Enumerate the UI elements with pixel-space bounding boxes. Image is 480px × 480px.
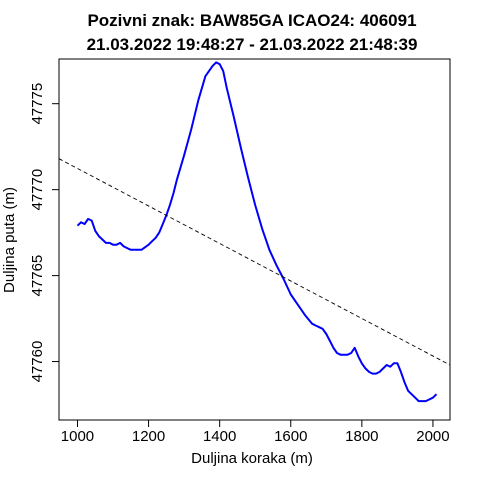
x-tick-label: 1200 — [132, 428, 165, 445]
chart-title: Pozivni znak: BAW85GA ICAO24: 406091 — [87, 11, 416, 30]
x-tick-label: 2000 — [416, 428, 449, 445]
y-tick-label: 47765 — [29, 255, 46, 297]
x-tick-label: 1400 — [203, 428, 236, 445]
x-tick-label: 1800 — [345, 428, 378, 445]
x-axis: 1000 1200 1400 1600 1800 2000 — [61, 419, 450, 445]
y-tick-label: 47760 — [29, 341, 46, 383]
y-axis: 47760 47765 47770 47775 — [29, 83, 60, 383]
chart-subtitle: 21.03.2022 19:48:27 - 21.03.2022 21:48:3… — [87, 35, 418, 54]
series-line — [76, 61, 438, 403]
y-tick-label: 47775 — [29, 83, 46, 125]
series-layer — [58, 61, 451, 403]
y-tick-label: 47770 — [29, 169, 46, 211]
x-axis-label: Duljina koraka (m) — [191, 450, 313, 467]
x-tick-label: 1000 — [61, 428, 94, 445]
y-axis-label: Duljina puta (m) — [1, 187, 18, 293]
trend-line — [58, 158, 451, 366]
x-tick-label: 1600 — [274, 428, 307, 445]
